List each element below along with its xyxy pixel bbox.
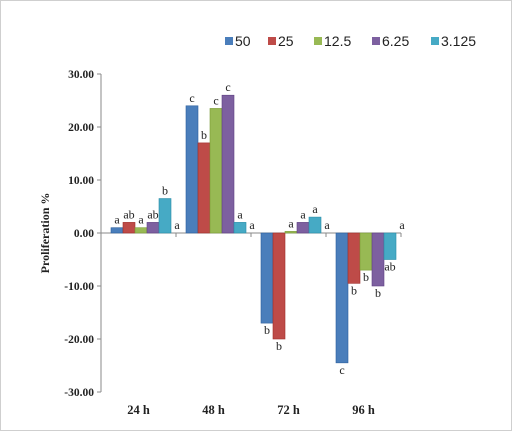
bar-3-1 bbox=[347, 232, 361, 284]
y-tick-label: 30.00 bbox=[68, 69, 94, 81]
bar-1-4 bbox=[233, 222, 247, 234]
legend-swatch-0 bbox=[225, 37, 233, 45]
significance-label: b bbox=[375, 286, 381, 300]
bar-3-0 bbox=[335, 232, 349, 364]
legend-label-4: 3.125 bbox=[441, 33, 476, 49]
bar-0-0 bbox=[110, 227, 124, 234]
significance-label-extra: a bbox=[249, 218, 255, 232]
y-tick-label: -10.00 bbox=[64, 281, 94, 293]
bar-1-2 bbox=[209, 108, 223, 234]
significance-label: b bbox=[276, 339, 282, 353]
bar-0-1 bbox=[122, 222, 136, 234]
significance-label: c bbox=[339, 363, 344, 377]
bars bbox=[110, 94, 397, 364]
significance-label: b bbox=[201, 128, 207, 142]
significance-label: b bbox=[264, 323, 270, 337]
significance-label: b bbox=[162, 184, 168, 198]
significance-label-extra: a bbox=[399, 218, 405, 232]
legend-swatch-2 bbox=[314, 37, 322, 45]
category-label: 96 h bbox=[352, 403, 375, 417]
bar-1-1 bbox=[197, 142, 211, 234]
bar-2-1 bbox=[272, 232, 286, 340]
significance-label: a bbox=[312, 202, 318, 216]
y-tick-label: -20.00 bbox=[64, 334, 94, 346]
bar-3-2 bbox=[359, 232, 373, 271]
bar-1-3 bbox=[221, 94, 235, 234]
bar-0-3 bbox=[146, 222, 160, 234]
y-axis-label: Proliferation % bbox=[38, 193, 52, 274]
significance-label: ab bbox=[123, 207, 134, 221]
significance-label: b bbox=[363, 270, 369, 284]
category-label: 48 h bbox=[202, 403, 225, 417]
y-tick-label: 0.00 bbox=[74, 228, 94, 240]
significance-label: c bbox=[189, 91, 194, 105]
significance-label: a bbox=[237, 207, 243, 221]
bar-0-2 bbox=[134, 227, 148, 234]
significance-label: a bbox=[300, 207, 306, 221]
legend-label-3: 6.25 bbox=[382, 33, 409, 49]
significance-label: c bbox=[225, 80, 230, 94]
legend-swatch-3 bbox=[372, 37, 380, 45]
y-tick-label: -30.00 bbox=[64, 387, 94, 399]
legend-label-0: 50 bbox=[235, 33, 251, 49]
legend: 50 25 12.5 6.25 3.125 bbox=[225, 33, 476, 49]
significance-label: ab bbox=[147, 207, 158, 221]
significance-label-extra: a bbox=[324, 218, 330, 232]
significance-label: ab bbox=[384, 260, 395, 274]
significance-label: a bbox=[114, 213, 120, 227]
legend-swatch-1 bbox=[268, 37, 276, 45]
legend-swatch-4 bbox=[431, 37, 439, 45]
significance-label: c bbox=[213, 93, 218, 107]
y-tick-labels: 30.00 20.00 10.00 0.00 -10.00 -20.00 -30.00 bbox=[64, 69, 94, 399]
bar-3-4 bbox=[383, 232, 397, 260]
y-axis-label-group: Proliferation % bbox=[38, 193, 52, 274]
y-tick-label: 10.00 bbox=[68, 175, 94, 187]
category-label: 24 h bbox=[127, 403, 150, 417]
bar-1-0 bbox=[185, 105, 199, 234]
bar-0-4 bbox=[158, 198, 172, 234]
bar-3-3 bbox=[371, 232, 385, 287]
significance-label: a bbox=[288, 216, 294, 230]
significance-label-extra: a bbox=[174, 218, 180, 232]
category-labels: 24 h 48 h 72 h 96 h bbox=[127, 403, 375, 417]
category-label: 72 h bbox=[277, 403, 300, 417]
bar-2-2 bbox=[284, 231, 298, 234]
y-tick-label: 20.00 bbox=[68, 122, 94, 134]
significance-label: a bbox=[138, 213, 144, 227]
bar-2-4 bbox=[308, 216, 322, 234]
significance-label: b bbox=[351, 283, 357, 297]
bar-2-0 bbox=[260, 232, 274, 324]
legend-label-2: 12.5 bbox=[324, 33, 351, 49]
legend-label-1: 25 bbox=[278, 33, 294, 49]
bar-2-3 bbox=[296, 222, 310, 234]
